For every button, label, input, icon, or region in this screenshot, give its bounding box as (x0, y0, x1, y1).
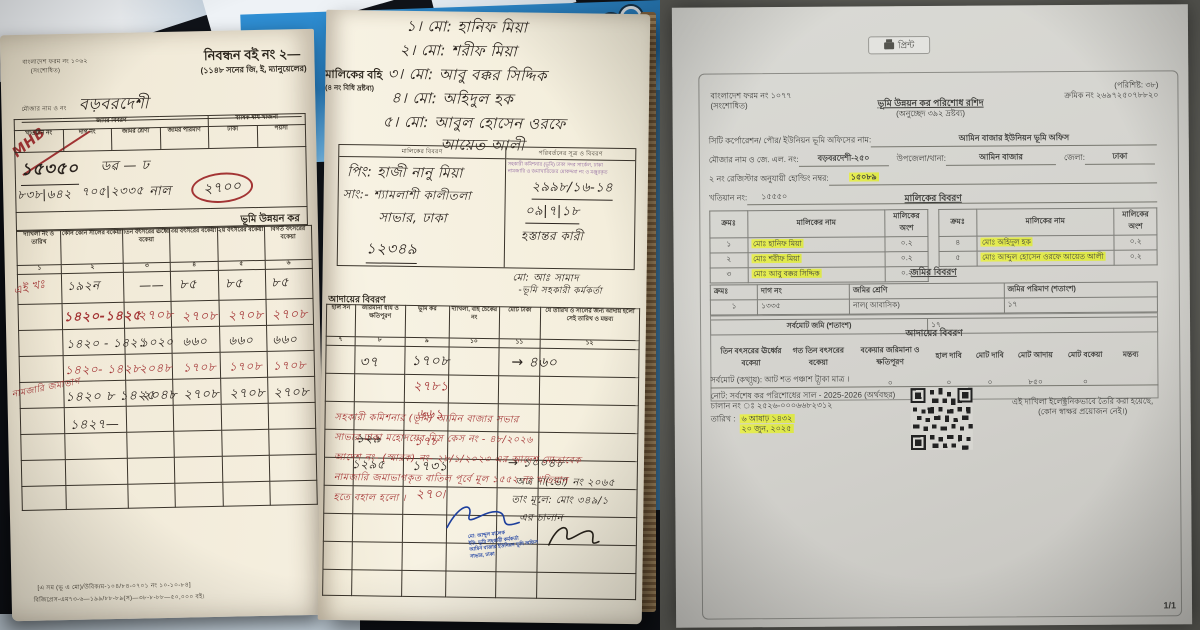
tax-row-handwritten: ৮৫ (270, 275, 290, 291)
tax-row-handwritten: ২৭০৮ (181, 308, 218, 325)
tax-row-handwritten: ২০৪৮ (138, 360, 173, 376)
col-header: জমির শ্রেণী (111, 127, 161, 151)
tax-row-handwritten: ২৭০৮ (271, 306, 308, 323)
tax-row-handwritten: ৮৫ (225, 276, 244, 292)
case-number-handwritten: ২৯৯৮/১৬-১৪ (531, 177, 614, 201)
receipt-paper: প্রিন্ট (পরিশিষ্ট: ৩৮) ক্রমিক নং ২৬৯৭২৫০… (671, 4, 1193, 628)
tax-row-handwritten: ২৭০৮ (273, 384, 310, 401)
col-header: কোন কোন সালের বকেয়া (60, 229, 124, 265)
print-button-label: প্রিন্ট (897, 39, 915, 50)
red-order-note: সহকারী কমিশনার (ভূমি) আমিন বাজার সভার সা… (333, 408, 638, 512)
register-book-subtitle: (১১৪৮ সনের জি, ই, ম্যানুয়েলের) (200, 63, 307, 76)
book-left-page: বাংলাদেশ ফরম নং ১০৬২ (সংশোধিত) MHB নিবন্… (0, 28, 327, 622)
tax-row-handwritten: ২০৪৮ (141, 387, 178, 404)
tax-row-handwritten: ১৪২০ - ১৪২১ (66, 335, 147, 352)
case-date-handwritten: ০৯|৭|১৮ (525, 201, 580, 224)
rule-note-label: (৪ নং বিধি দ্রষ্টব্য) (325, 84, 375, 93)
dag-number-handwritten: ৭০৫|২৩৩৫ (81, 183, 144, 199)
col-header: জমির পরিমাণ (159, 126, 209, 150)
tax-row-handwritten: ১৪২০-১৪২৫ (63, 308, 142, 326)
owner-box-header: মালিকের বিবরণ (339, 144, 506, 160)
land-development-tax-table: দাখিলা নং ও তারিখ কোন কোন সালের বকেয়া ত… (11, 225, 318, 511)
owner-name-handwritten: ৩। মো: আবু বক্কর সিদ্দিক (387, 64, 548, 85)
holding-number-handwritten: ১২৩৪৯ (365, 237, 418, 265)
father-name-handwritten: পিং: হাজী নানু মিয়া (346, 164, 464, 182)
tax-row-handwritten: —— (139, 277, 165, 293)
col-number: ৭ (326, 336, 355, 346)
collection-table: হাল সন জরিমানা ধার্য ও ক্ষতিপূরণ ভূমি কর… (322, 304, 640, 600)
change-box-header: পরিবর্তনের সূত্র ও বিবরণ (505, 147, 636, 162)
tax-row-handwritten: ২৭০৮ (183, 386, 220, 403)
col-header: ২য় বৎসরের বকেয়া (216, 226, 265, 262)
col-header: দাখিলা, বহি চেকের নং (448, 306, 500, 339)
transfer-note-handwritten: হস্তান্তর কারী (520, 228, 584, 243)
tax-row-handwritten: ১৪২০- ১৪২৮ (64, 361, 141, 378)
tax-row-handwritten: ৬৬০ (182, 334, 208, 349)
address-handwritten: সাভার, ঢাকা (378, 210, 448, 227)
address-handwritten: সাং:- শ্যামলাশী কালীতলা (342, 187, 472, 203)
col-header: বিগত বৎসরের বকেয়া (264, 225, 313, 261)
tax-row-handwritten: ৬৬০ (272, 332, 298, 347)
col-header: টাকা (208, 125, 258, 149)
tax-row-handwritten: ২৭০৮ (227, 307, 264, 324)
col-header: যে তারিখ ও সালের জন্য আদায় হলো সেই তারি… (539, 307, 640, 341)
collection-handwritten: ১৭০৮ (411, 352, 450, 370)
collection-handwritten: ২৭৮১ (412, 379, 449, 395)
land-class-handwritten: নাল (149, 183, 172, 200)
page-number: 1/1 (1163, 600, 1177, 611)
tax-row-handwritten: ১৪২৭— (69, 416, 120, 433)
collection-handwritten: ৩৭ (359, 354, 379, 371)
collection-handwritten: → ৪৬০ (511, 354, 558, 372)
tax-row-handwritten: ১৭০৮ (182, 359, 217, 375)
col-header: খতিয়ান নং (14, 129, 64, 153)
col-header: জরিমানা ধার্য ও ক্ষতিপূরণ (354, 304, 406, 338)
office-stamp-line: নামজারি ও জমাখারিজের মোকদ্দমা নং ও মঞ্জু… (507, 168, 608, 176)
tax-row-handwritten: ৮৫ (179, 277, 198, 293)
khatian-number-handwritten: ১৫৩৫০ (20, 155, 79, 186)
tax-row-handwritten: ৬৬০ (228, 333, 254, 348)
tax-row-handwritten: ১৯২ন (67, 278, 100, 293)
owner-info-box: মালিকের বিবরণ পিং: হাজী নানু মিয়া সাং:-… (336, 143, 637, 271)
owner-name-handwritten: ১। মো: হানিফ মিয়া (405, 16, 528, 37)
print-button[interactable]: প্রিন্ট (868, 36, 931, 55)
form-note: (সংশোধিত) (30, 68, 61, 75)
mouza-label: মৌজার নাম ও নং (21, 105, 67, 113)
handwritten-note: ডৱ — ঢ (100, 158, 150, 175)
col-header: তিন বৎসরের ঊর্ধ্বে বকেয়া (122, 228, 171, 264)
col-header: পয়সা (256, 124, 306, 148)
printer-icon (883, 41, 894, 49)
tax-row-handwritten: ১৭০৮ (228, 358, 263, 374)
col-header: দাখিলা নং ও তারিখ (16, 230, 62, 266)
receipt-photo: প্রিন্ট (পরিশিষ্ট: ৩৮) ক্রমিক নং ২৬৯৭২৫০… (660, 0, 1200, 630)
footer-print-line: বিজিপ্রেস-এম৭৩-৬—১৯৯/৮৮-৮৯(স)—৩৮-৮-৮৮—৫০… (33, 594, 206, 604)
mouza-value: বড়বরদেশী (78, 93, 150, 114)
tax-row-handwritten: ২৭০৮ (137, 307, 174, 324)
tax-row-handwritten: ১০২০ (140, 334, 174, 350)
tax-row-handwritten: ২৭০৮ (229, 385, 266, 402)
dag-number-handwritten: ৮৩৮|৬৪২ (17, 186, 72, 203)
owner-name-handwritten: ৪। মো: অহিদুল হক (390, 88, 514, 109)
register-book-photo: বাংলাদেশ ফরম নং ১০৬২ (সংশোধিত) MHB নিবন্… (0, 0, 660, 630)
col-header: হাল সন (326, 304, 356, 337)
col-header: ভূমি কর (404, 305, 450, 339)
book-right-page: ১। মো: হানিফ মিয়া ২। মো: শরীফ মিয়া ৩। … (317, 9, 651, 625)
qr-code (910, 387, 973, 451)
transfer-title-handwritten: -ভূমি সহকারী কর্মকর্তা (518, 285, 603, 297)
col-header: দাগ নং (62, 128, 112, 152)
owner-name-handwritten: ২। মো: শরীফ মিয়া (399, 40, 518, 61)
col-header: ৩য় বৎসরের বকেয়া (169, 227, 218, 263)
col-header: মোট টাকা (498, 306, 541, 340)
signature-black (548, 526, 600, 546)
tax-row-handwritten: ১৭০৮ (272, 358, 307, 373)
page-border (698, 70, 1183, 620)
signature-blue (446, 506, 520, 529)
